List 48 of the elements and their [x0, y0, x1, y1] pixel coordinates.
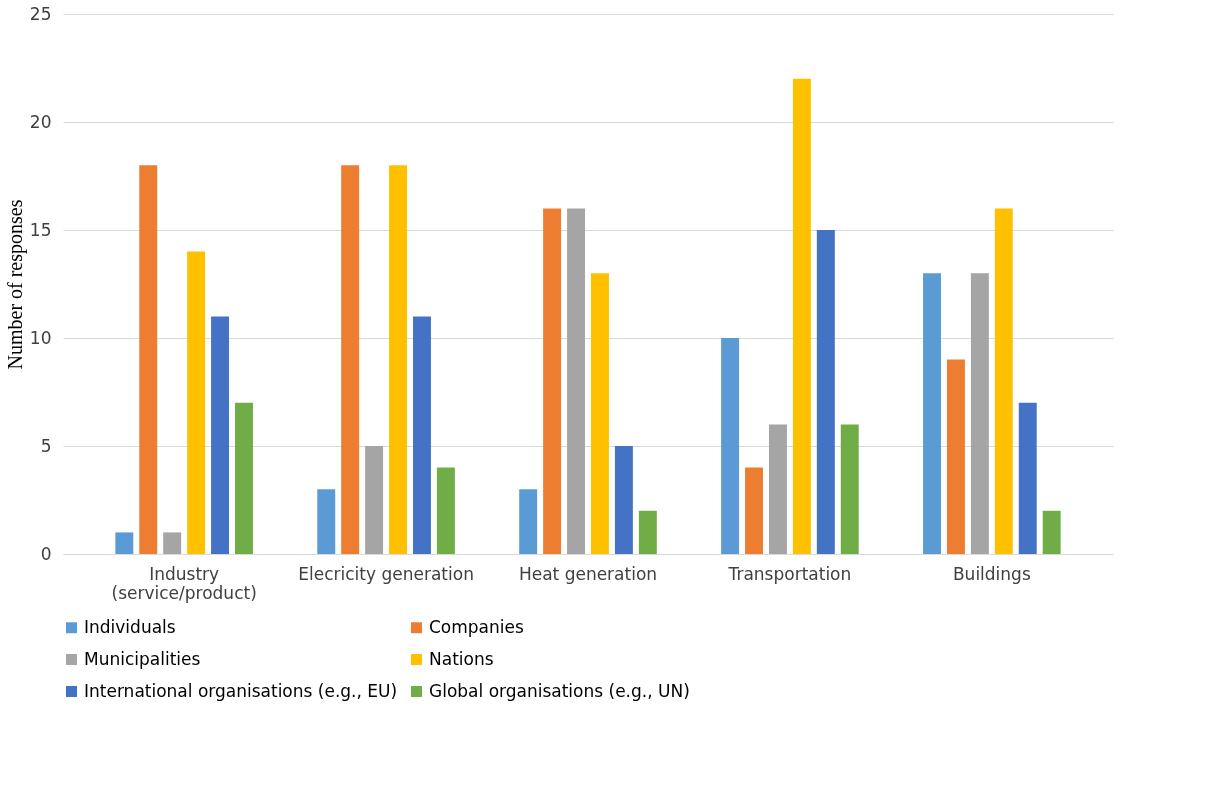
legend-label: Individuals [84, 616, 176, 637]
y-tick-label: 0 [40, 543, 52, 564]
bar [567, 208, 586, 554]
bar [163, 532, 182, 554]
bar [436, 467, 455, 554]
bar [970, 273, 989, 554]
y-axis-title: Number of responses [3, 199, 27, 370]
bar [638, 510, 657, 554]
bar [187, 251, 206, 554]
bar [1018, 402, 1037, 554]
bar [946, 359, 965, 554]
bar [235, 402, 253, 554]
bar [923, 273, 941, 554]
bar [768, 424, 787, 554]
legend-label: Nations [429, 648, 494, 669]
bar [519, 489, 538, 554]
bar [745, 467, 763, 554]
bar [792, 78, 811, 554]
bar [816, 230, 835, 554]
legend-label: International organisations (e.g., EU) [84, 680, 398, 701]
x-tick-label: Heat generation [518, 563, 658, 584]
bar [115, 532, 134, 554]
x-tick-label: Transportation [727, 563, 852, 584]
bar [1042, 510, 1061, 554]
legend-label: Municipalities [84, 648, 201, 669]
x-tick-label: Industry (service/product) [111, 563, 257, 603]
bar [721, 338, 740, 554]
x-tick-label: Elecricity generation [298, 563, 474, 584]
y-tick-label: 15 [29, 219, 52, 240]
bar [139, 165, 158, 554]
bar [317, 489, 336, 554]
bar [211, 316, 230, 554]
bar [365, 446, 384, 554]
bar [413, 316, 431, 554]
bar [590, 273, 609, 554]
bar [840, 424, 859, 554]
y-tick-label: 20 [29, 111, 52, 132]
legend-label: Global organisations (e.g., UN) [429, 680, 690, 701]
y-tick-label: 5 [40, 435, 52, 456]
bar [389, 165, 408, 554]
bar [543, 208, 562, 554]
legend-label: Companies [429, 616, 524, 637]
y-tick-label: 25 [29, 3, 52, 24]
y-tick-label: 10 [29, 327, 52, 348]
bar [994, 208, 1013, 554]
bar [341, 165, 360, 554]
bar [614, 446, 633, 554]
x-tick-label: Buildings [952, 563, 1031, 584]
